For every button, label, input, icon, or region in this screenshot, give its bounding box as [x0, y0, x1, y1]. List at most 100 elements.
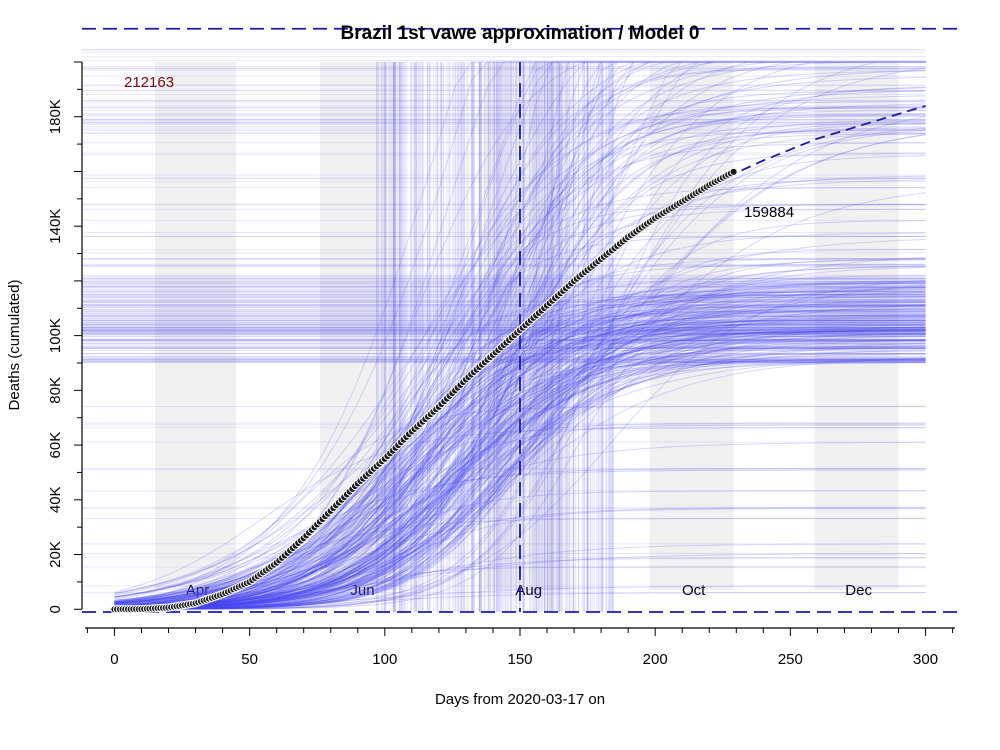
labels: Brazil 1st vawe approximation / Model 0 …	[6, 23, 794, 708]
month-band	[814, 62, 899, 590]
simulation-curve	[114, 469, 926, 598]
simulation-curve	[114, 311, 926, 610]
month-label: Aug	[515, 582, 542, 599]
observed-points	[110, 167, 738, 614]
simulation-curve	[114, 232, 926, 608]
simulation-curve	[114, 296, 926, 609]
simulation-curve	[114, 61, 926, 610]
x-tick-label: 250	[778, 651, 803, 668]
simulation-curve	[114, 346, 926, 610]
x-tick-label: 100	[372, 651, 397, 668]
simulation-curve	[114, 305, 926, 603]
simulation-curve	[114, 304, 926, 610]
observed-point	[729, 167, 738, 176]
simulation-curve	[114, 282, 926, 608]
simulation-curve	[114, 347, 926, 610]
simulation-curve	[114, 325, 926, 609]
simulation-curve	[114, 292, 926, 609]
simulation-curve	[114, 359, 926, 609]
simulation-curve	[114, 324, 926, 606]
simulation-curve	[114, 134, 926, 607]
month-label: Jun	[350, 582, 374, 599]
chart-title: Brazil 1st vawe approximation / Model 0	[341, 23, 700, 44]
month-band	[649, 62, 734, 590]
simulation-curve	[114, 61, 926, 604]
axes: 0 50 100 150 200 250 300 0 20K 40K 60K 80K 100K 140K 1…	[47, 61, 955, 668]
simulation-curve	[114, 296, 926, 609]
last-value-label: 159884	[744, 204, 794, 221]
simulation-curve	[114, 328, 926, 609]
simulation-curve	[114, 518, 926, 602]
simulation-curve	[114, 347, 926, 609]
month-band	[319, 62, 402, 590]
simulation-curve	[114, 357, 926, 608]
simulation-curve	[114, 290, 926, 608]
simulation-curve	[114, 327, 926, 610]
month-label: Oct	[682, 582, 706, 599]
simulation-curve	[114, 353, 926, 610]
simulation-curve	[114, 299, 926, 610]
y-tick-label: 60K	[47, 432, 64, 459]
simulation-curve	[114, 508, 926, 609]
month-bands: Apr Jun Aug Oct Dec	[155, 62, 899, 599]
fitted-curve	[114, 104, 926, 611]
simulation-curve	[114, 324, 926, 609]
simulation-curve	[114, 315, 926, 598]
y-tick-label: 180K	[47, 99, 64, 134]
simulation-curve	[114, 339, 926, 609]
y-axis-label: Deaths (cumulated)	[6, 280, 23, 411]
simulation-curve	[114, 90, 926, 610]
simulation-curve	[114, 301, 926, 608]
simulation-curve	[114, 291, 926, 605]
month-label: Apr	[186, 582, 209, 599]
y-tick-label: 0	[47, 605, 64, 613]
simulation-curve	[114, 305, 926, 610]
simulation-curve	[114, 294, 926, 609]
simulation-curve	[114, 239, 926, 601]
simulation-curve	[114, 506, 926, 606]
simulation-curve	[114, 290, 926, 610]
simulation-curve	[114, 155, 926, 610]
simulation-curve	[114, 114, 926, 609]
simulation-curve	[114, 328, 926, 598]
simulation-curve	[114, 323, 926, 610]
fit-line	[114, 104, 926, 611]
simulation-curve	[114, 424, 926, 609]
simulation-curve	[114, 490, 926, 609]
simulation-curve	[114, 103, 926, 598]
y-tick-label: 100K	[47, 318, 64, 353]
simulation-curve	[114, 334, 926, 610]
simulation-curve	[114, 557, 926, 609]
simulation-curve	[114, 329, 926, 610]
simulation-curve	[114, 339, 926, 608]
simulation-curve	[114, 339, 926, 610]
simulation-curve	[114, 110, 926, 610]
simulation-curve	[114, 61, 926, 609]
simulation-curve	[114, 319, 926, 607]
simulation-curve	[114, 130, 926, 608]
y-tick-label: 40K	[47, 486, 64, 513]
y-tick-label: 140K	[47, 209, 64, 244]
x-axis-label: Days from 2020-03-17 on	[435, 691, 605, 708]
simulation-curve	[114, 300, 926, 609]
simulation-curve	[114, 553, 926, 607]
simulation-curve	[114, 281, 926, 609]
x-tick-label: 0	[110, 651, 118, 668]
simulation-curve	[114, 267, 926, 609]
y-tick-label: 20K	[47, 541, 64, 568]
month-band	[155, 62, 237, 590]
x-tick-label: 150	[507, 651, 532, 668]
y-tick-label: 80K	[47, 377, 64, 404]
simulation-curve	[114, 134, 926, 607]
simulation-curve	[114, 321, 926, 609]
simulation-curve	[114, 309, 926, 608]
simulation-curve	[114, 61, 926, 610]
simulation-curve	[114, 329, 926, 609]
x-tick-label: 300	[913, 651, 938, 668]
simulation-curve	[114, 61, 926, 609]
x-tick-label: 200	[643, 651, 668, 668]
simulation-curve	[114, 61, 926, 609]
month-label: Dec	[845, 582, 872, 599]
